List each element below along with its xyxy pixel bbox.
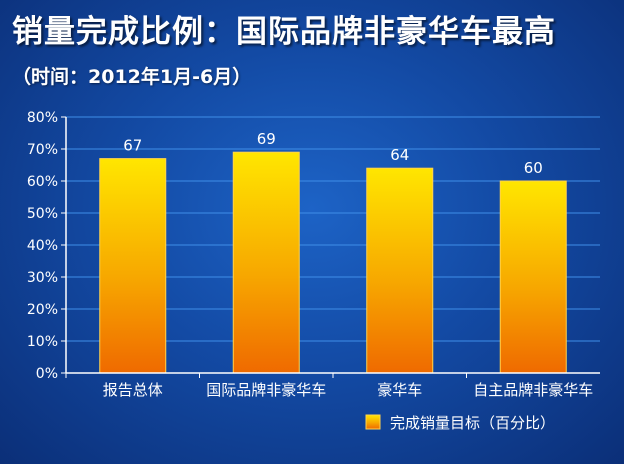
y-tick-label: 60% [27, 174, 58, 190]
y-axis-ticks: 0% 10% 20% 30% 40% 50% 60% 70% 80% [27, 110, 66, 382]
legend-label: 完成销量目标（百分比） [390, 414, 555, 432]
y-tick-label: 70% [27, 142, 58, 158]
data-label: 69 [257, 130, 276, 148]
data-labels: 67 69 64 60 [123, 130, 543, 177]
category-label: 豪华车 [377, 381, 422, 399]
y-tick-label: 10% [27, 334, 58, 350]
data-label: 67 [123, 137, 142, 155]
bar [366, 167, 434, 374]
y-tick-label: 40% [27, 238, 58, 254]
category-label: 国际品牌非豪华车 [206, 381, 326, 399]
y-tick-label: 30% [27, 270, 58, 286]
data-label: 64 [390, 146, 409, 164]
chart-title: 销量完成比例：国际品牌非豪华车最高 [12, 14, 556, 50]
y-tick-label: 0% [36, 366, 58, 382]
y-tick-label: 20% [27, 302, 58, 318]
bar [499, 180, 567, 374]
category-label: 报告总体 [103, 381, 163, 399]
category-label: 自主品牌非豪华车 [473, 381, 593, 399]
bar [99, 158, 167, 374]
bar [232, 151, 300, 374]
legend: 完成销量目标（百分比） [365, 414, 555, 432]
axes [65, 117, 600, 374]
legend-swatch [365, 414, 381, 430]
data-label: 60 [524, 159, 543, 177]
y-tick-label: 50% [27, 206, 58, 222]
x-axis-categories: 报告总体 国际品牌非豪华车 豪华车 自主品牌非豪华车 [65, 373, 593, 399]
bars [99, 151, 567, 374]
y-tick-label: 80% [27, 110, 58, 126]
chart-subtitle: （时间：2012年1月-6月） [12, 66, 252, 88]
